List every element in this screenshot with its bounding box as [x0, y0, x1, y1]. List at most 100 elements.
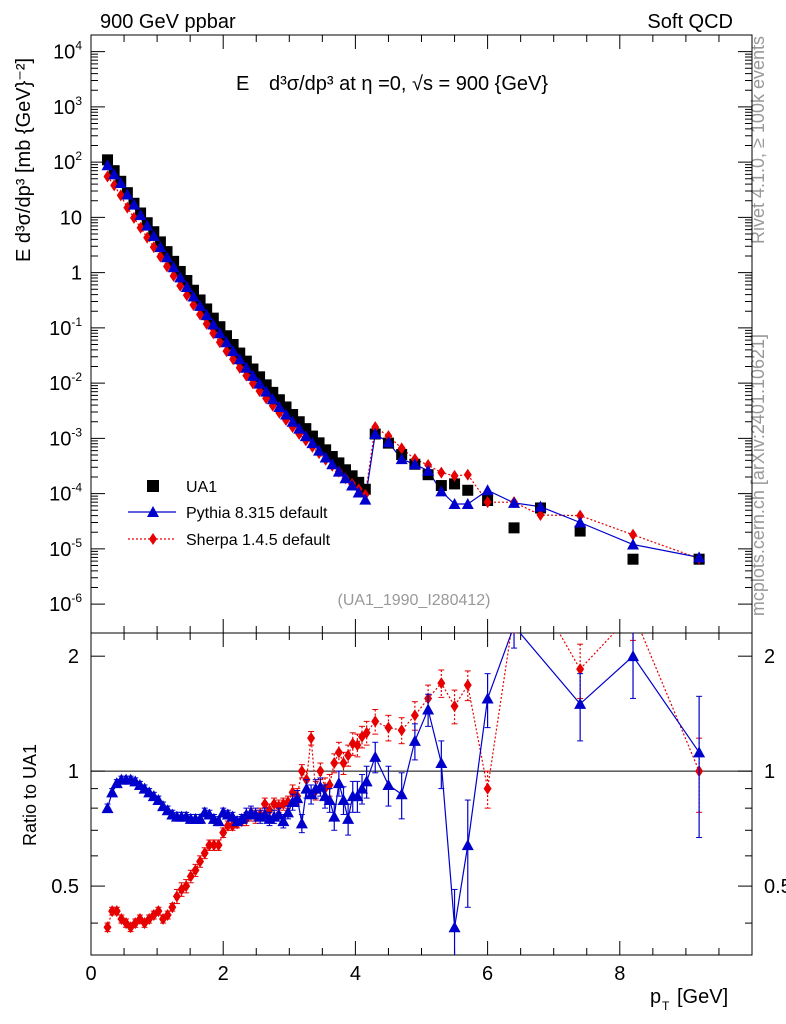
sherpa-point	[196, 308, 205, 321]
pythia-ratio-point	[422, 703, 435, 715]
x-tick-label: 8	[614, 963, 625, 985]
y-tick-label-exp: -1	[71, 315, 82, 329]
sherpa-ratio-point	[397, 724, 406, 737]
pythia-point	[382, 436, 395, 448]
pythia-ratio-point	[332, 777, 345, 789]
y-tick-label-exp: -6	[71, 591, 82, 605]
ua1-point	[221, 330, 233, 342]
pythia-point	[693, 551, 706, 563]
mcplots-label: mcplots.cern.ch [arXiv:2401.10621]	[748, 334, 768, 616]
pythia-point	[422, 464, 435, 476]
sherpa-ratio-point	[186, 870, 195, 883]
pythia-point	[260, 385, 273, 397]
pythia-point	[227, 345, 240, 357]
sherpa-ratio-point	[316, 765, 325, 778]
sherpa-point	[110, 179, 119, 192]
pythia-line	[107, 164, 700, 558]
ua1-point	[267, 386, 279, 398]
pythia-point	[233, 353, 246, 365]
ua1-point	[280, 401, 292, 413]
ua1-point	[240, 355, 252, 367]
sherpa-point	[129, 211, 138, 224]
sherpa-ratio-point	[510, 607, 518, 619]
pythia-point	[207, 318, 220, 330]
pythia-point	[574, 516, 587, 528]
pythia-point	[240, 361, 253, 373]
ua1-point	[627, 553, 639, 565]
pythia-point	[187, 290, 200, 302]
x-axis-label-unit: [GeV]	[677, 986, 728, 1008]
pythia-point	[167, 261, 180, 273]
pythia-point	[461, 497, 474, 509]
y-tick-label: 102	[53, 149, 82, 174]
pythia-ratio-point	[291, 792, 304, 804]
pythia-ratio-point	[342, 812, 355, 824]
sherpa-ratio-point	[463, 679, 472, 692]
x-tick-label: 4	[350, 963, 361, 985]
pythia-point	[299, 430, 312, 442]
y-tick-label-exp: -5	[71, 536, 82, 550]
y-tick-label: 10-5	[49, 536, 82, 561]
ratio-y-tick-label: 0.5	[51, 876, 79, 898]
pythia-ratio-point	[356, 782, 369, 794]
pythia-ratio-point	[574, 697, 587, 709]
ratio-series	[101, 607, 706, 955]
legend: UA1 Pythia 8.315 default Sherpa 1.4.5 de…	[128, 479, 331, 549]
legend-sherpa-label: Sherpa 1.4.5 default	[186, 532, 331, 549]
pythia-point	[220, 336, 233, 348]
ua1-point	[320, 444, 332, 456]
pythia-ratio-point	[382, 778, 395, 790]
y-tick-label: 104	[53, 39, 82, 64]
pythia-point	[435, 485, 448, 497]
sherpa-ratio-point	[265, 804, 274, 817]
pythia-ratio-point	[351, 790, 364, 802]
pythia-point	[213, 327, 226, 339]
sherpa-point	[182, 289, 191, 302]
y-tick-label-exp: -2	[71, 370, 82, 384]
sherpa-point	[371, 421, 380, 434]
pythia-ratio-point	[323, 794, 336, 806]
sherpa-point	[629, 528, 638, 541]
ua1-point	[300, 423, 312, 435]
pythia-ratio-point	[508, 620, 520, 631]
y-tick-label-base: 10	[49, 539, 71, 561]
ratio-y-tick-label: 2	[68, 646, 79, 668]
sherpa-ratio-point	[168, 901, 177, 914]
pythia-ratio-point	[328, 810, 341, 822]
pythia-point	[448, 497, 461, 509]
pythia-point	[332, 465, 345, 477]
y-tick-label-exp: 4	[75, 39, 82, 53]
y-tick-label-base: 10	[49, 594, 71, 616]
sherpa-point	[384, 430, 393, 443]
pythia-point	[141, 219, 154, 231]
pythia-ratio-point	[693, 746, 706, 758]
pythia-ratio-point	[300, 782, 313, 794]
y-tick-label-base: 10	[49, 484, 71, 506]
ua1-point	[326, 450, 338, 462]
pythia-ratio-point	[101, 802, 114, 814]
pythia-ratio-point	[212, 815, 225, 827]
y-tick-label-base: 10	[49, 428, 71, 450]
pythia-point	[147, 230, 160, 242]
sherpa-point	[163, 260, 172, 273]
sherpa-ratio-point	[576, 663, 585, 676]
pythia-ratio-point	[281, 806, 294, 818]
pythia-point	[627, 538, 640, 550]
pythia-ratio-line	[106, 633, 700, 928]
ua1-point	[333, 457, 345, 469]
ratio-y-tick-label-right: 2	[764, 646, 775, 668]
pythia-point	[253, 377, 266, 389]
sherpa-ratio-point	[209, 839, 218, 852]
ua1-point	[346, 470, 358, 482]
pythia-point	[326, 458, 339, 470]
sherpa-point	[123, 201, 132, 214]
ua1-point	[353, 476, 365, 488]
pythia-point	[200, 309, 213, 321]
sherpa-ratio-point	[325, 778, 334, 791]
sherpa-ratio-point	[112, 905, 121, 918]
ua1-point	[287, 409, 299, 421]
pythia-point	[266, 393, 279, 405]
y-tick-label-exp: 2	[75, 149, 82, 163]
legend-ua1-label: UA1	[186, 479, 217, 496]
pythia-ratio-point	[272, 808, 285, 820]
